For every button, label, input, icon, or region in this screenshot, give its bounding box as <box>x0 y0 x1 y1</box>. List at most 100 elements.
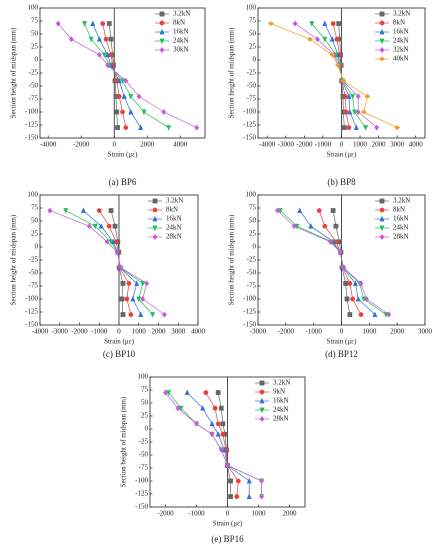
legend-label: 40kN <box>393 55 409 63</box>
marker <box>337 249 343 256</box>
marker <box>333 223 339 229</box>
x-tick-label: 1000 <box>252 510 267 518</box>
marker <box>115 125 120 131</box>
marker <box>344 296 350 302</box>
marker <box>352 280 358 286</box>
marker <box>347 312 353 317</box>
panel: -150 -125 -100 -75 -50 -25 0 25 50 75 100 -3000 -200… <box>228 191 433 359</box>
x-tick-label: -1000 <box>305 328 322 336</box>
y-tick-label: 75 <box>31 17 39 25</box>
marker <box>341 264 347 271</box>
x-tick-label: -2000 <box>73 141 90 149</box>
y-tick-label: 100 <box>246 4 257 12</box>
y-tick-label: 25 <box>31 230 39 238</box>
y-tick-label: -100 <box>25 295 38 303</box>
marker <box>194 420 199 427</box>
y-tick-label: -50 <box>29 269 39 277</box>
marker <box>159 20 165 26</box>
marker <box>88 36 94 43</box>
legend-label: 24kN <box>273 406 289 414</box>
marker <box>329 52 336 58</box>
legend-label: 28kN <box>166 233 182 241</box>
legend-label: 30kN <box>173 46 189 54</box>
x-tick-label: -2000 <box>71 328 88 336</box>
marker <box>108 36 114 42</box>
marker <box>225 462 230 469</box>
marker <box>379 225 385 232</box>
legend-label: 8kN <box>393 19 405 27</box>
marker <box>246 477 252 484</box>
legend-label: 24kN <box>173 37 189 45</box>
legend-label: 16kN <box>393 28 409 36</box>
marker <box>128 108 134 115</box>
panel: -150 -125 -100 -75 -50 -25 0 25 50 75 100 -2000 -100… <box>120 373 306 544</box>
x-tick-label: 2000 <box>140 141 155 149</box>
y-tick-label: 0 <box>35 243 39 251</box>
marker <box>259 415 265 423</box>
marker <box>209 420 215 427</box>
series-line <box>165 392 262 497</box>
marker <box>100 21 106 26</box>
marker <box>355 93 361 100</box>
series-line <box>102 23 127 128</box>
x-tick-label: -2000 <box>278 328 295 336</box>
caption: (a) BP6 <box>109 177 137 187</box>
y-tick-label: 100 <box>246 191 257 199</box>
y-tick-label: -75 <box>247 95 257 103</box>
y-tick-label: -75 <box>29 282 39 290</box>
x-tick-label: 0 <box>340 141 344 149</box>
marker <box>215 390 221 395</box>
marker <box>163 389 168 396</box>
marker <box>334 36 340 42</box>
marker <box>106 223 112 229</box>
marker <box>228 494 233 499</box>
marker <box>346 125 352 131</box>
marker <box>259 407 265 414</box>
marker <box>63 208 69 214</box>
x-tick-label: -1000 <box>188 510 205 518</box>
y-tick-label: -150 <box>243 321 256 329</box>
marker <box>386 311 392 318</box>
y-tick-label: -100 <box>243 295 256 303</box>
marker <box>341 125 347 131</box>
x-tick-label: 0 <box>117 328 121 336</box>
y-tick-label: -100 <box>25 108 38 116</box>
legend-label: 8kN <box>166 206 178 214</box>
legend-label: 8kN <box>173 19 185 27</box>
marker <box>364 93 371 99</box>
x-tick-label: 0 <box>340 328 344 336</box>
marker <box>119 296 125 302</box>
marker <box>355 108 361 116</box>
marker <box>194 124 200 131</box>
marker <box>108 208 114 213</box>
marker <box>314 36 320 43</box>
marker <box>159 28 165 35</box>
y-tick-label: 75 <box>249 204 257 212</box>
marker <box>228 478 233 484</box>
marker <box>105 62 111 69</box>
y-tick-label: 0 <box>253 243 257 251</box>
marker <box>334 62 341 68</box>
y-tick-label: -125 <box>135 490 148 498</box>
legend-label: 24kN <box>393 224 409 232</box>
y-tick-label: 0 <box>35 56 39 64</box>
marker <box>340 78 347 84</box>
x-tick-label: -1000 <box>91 328 108 336</box>
marker <box>343 281 349 286</box>
marker <box>379 38 385 45</box>
marker <box>379 233 385 241</box>
series-line <box>49 210 165 315</box>
marker <box>175 405 181 412</box>
marker <box>106 21 112 26</box>
marker <box>200 405 206 411</box>
marker <box>215 431 221 437</box>
marker <box>267 21 275 27</box>
marker <box>104 238 110 245</box>
marker <box>353 124 359 131</box>
marker <box>98 223 104 229</box>
legend-label: 3.2kN <box>393 197 410 205</box>
caption: (d) BP12 <box>325 349 358 359</box>
x-tick-label: -3000 <box>52 328 69 336</box>
x-tick-label: 2000 <box>283 510 298 518</box>
